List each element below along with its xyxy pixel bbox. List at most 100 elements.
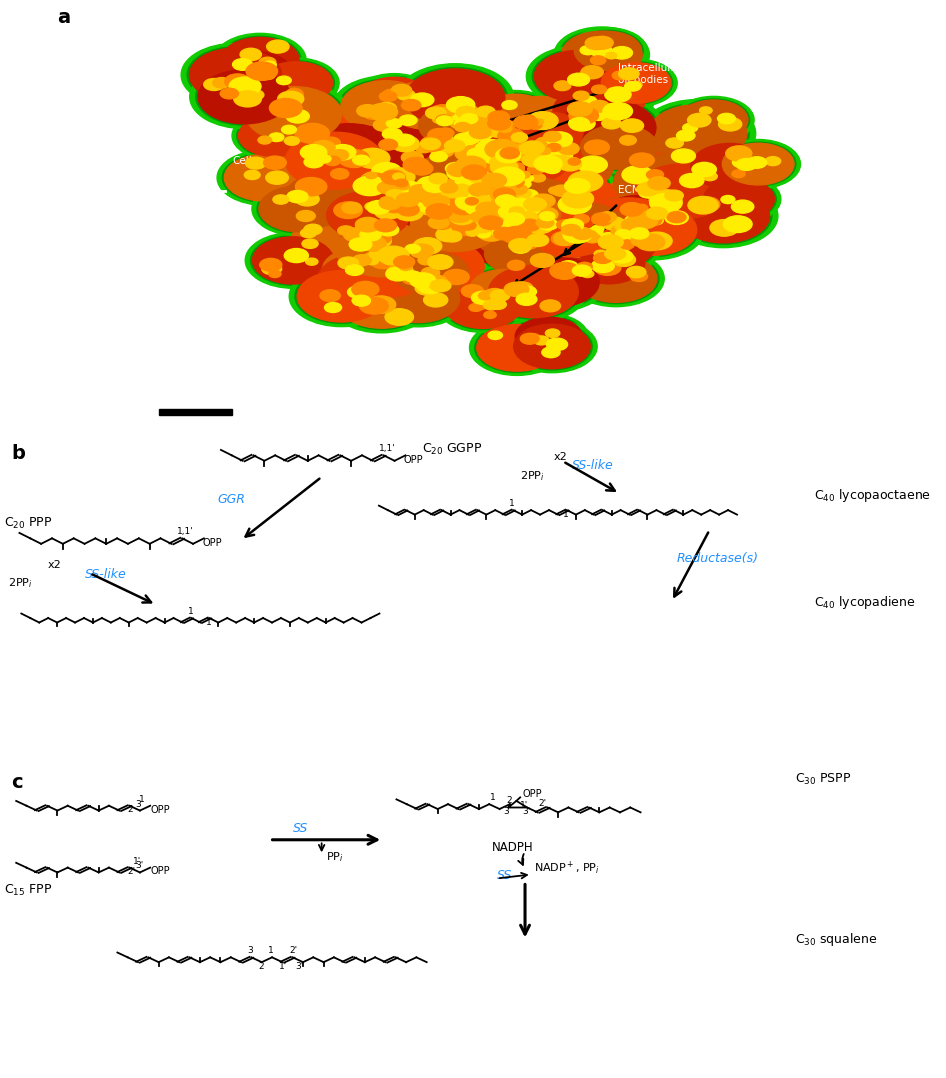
- Circle shape: [568, 171, 603, 192]
- Circle shape: [450, 156, 545, 211]
- Circle shape: [494, 132, 581, 182]
- Circle shape: [493, 167, 563, 208]
- Circle shape: [443, 282, 523, 330]
- Circle shape: [316, 244, 404, 295]
- Circle shape: [192, 64, 278, 113]
- Circle shape: [449, 110, 544, 165]
- Circle shape: [364, 109, 381, 120]
- Circle shape: [297, 271, 385, 322]
- Circle shape: [445, 164, 536, 218]
- Text: 1: 1: [187, 607, 193, 616]
- Circle shape: [486, 189, 510, 203]
- Circle shape: [500, 93, 583, 140]
- Circle shape: [477, 186, 568, 240]
- Text: 1': 1': [133, 857, 141, 866]
- Circle shape: [464, 137, 548, 185]
- Circle shape: [335, 276, 428, 330]
- Text: 2': 2': [289, 946, 297, 955]
- Circle shape: [510, 161, 611, 219]
- Text: x2: x2: [553, 453, 568, 462]
- Circle shape: [490, 174, 559, 213]
- Circle shape: [548, 240, 617, 280]
- Circle shape: [562, 219, 584, 232]
- Circle shape: [452, 190, 481, 207]
- Circle shape: [338, 163, 441, 223]
- Circle shape: [576, 212, 663, 263]
- Circle shape: [547, 68, 648, 127]
- Circle shape: [387, 207, 474, 258]
- Circle shape: [412, 128, 501, 181]
- Circle shape: [393, 126, 464, 168]
- Circle shape: [557, 97, 647, 149]
- Circle shape: [512, 323, 592, 370]
- Circle shape: [588, 169, 707, 238]
- Circle shape: [533, 194, 555, 207]
- Circle shape: [641, 232, 672, 250]
- Circle shape: [553, 86, 639, 136]
- Circle shape: [447, 97, 475, 113]
- Circle shape: [478, 150, 491, 157]
- Circle shape: [501, 147, 526, 162]
- Circle shape: [324, 156, 341, 166]
- Circle shape: [581, 125, 657, 169]
- Circle shape: [392, 136, 419, 152]
- Circle shape: [424, 215, 501, 260]
- Circle shape: [269, 133, 284, 141]
- Circle shape: [510, 204, 525, 212]
- Circle shape: [559, 30, 644, 80]
- Text: 2: 2: [128, 805, 133, 814]
- Circle shape: [212, 52, 294, 99]
- Circle shape: [385, 308, 413, 326]
- Circle shape: [412, 102, 494, 150]
- Circle shape: [450, 210, 475, 224]
- Circle shape: [358, 77, 431, 120]
- Circle shape: [500, 121, 516, 129]
- Circle shape: [301, 122, 394, 176]
- Circle shape: [348, 238, 432, 287]
- Circle shape: [477, 230, 491, 238]
- Circle shape: [447, 154, 548, 212]
- Circle shape: [435, 151, 534, 209]
- Circle shape: [521, 175, 626, 235]
- Circle shape: [370, 253, 391, 265]
- Circle shape: [406, 202, 427, 213]
- Circle shape: [232, 111, 316, 161]
- Circle shape: [473, 197, 497, 211]
- Circle shape: [308, 126, 387, 171]
- Circle shape: [436, 140, 539, 199]
- Circle shape: [437, 140, 546, 204]
- Circle shape: [485, 170, 564, 217]
- Bar: [159, 409, 233, 415]
- Circle shape: [353, 155, 370, 165]
- Circle shape: [437, 152, 533, 207]
- Circle shape: [495, 172, 517, 185]
- Circle shape: [451, 94, 530, 139]
- Circle shape: [330, 150, 349, 161]
- Circle shape: [432, 196, 449, 206]
- Text: 1,1': 1,1': [379, 444, 395, 454]
- Circle shape: [559, 261, 578, 272]
- Circle shape: [491, 160, 576, 209]
- Circle shape: [672, 149, 695, 163]
- Circle shape: [643, 142, 732, 194]
- Circle shape: [403, 157, 429, 172]
- Circle shape: [496, 148, 521, 163]
- Circle shape: [488, 111, 510, 124]
- Text: C$_{30}$ PSPP: C$_{30}$ PSPP: [795, 772, 851, 787]
- Circle shape: [417, 177, 445, 192]
- Circle shape: [439, 136, 453, 143]
- Circle shape: [498, 195, 526, 211]
- Circle shape: [306, 258, 318, 265]
- Circle shape: [378, 77, 477, 134]
- Circle shape: [419, 185, 492, 229]
- Circle shape: [460, 197, 478, 208]
- Circle shape: [190, 65, 299, 128]
- Circle shape: [424, 162, 536, 226]
- Circle shape: [338, 226, 354, 235]
- Circle shape: [573, 243, 645, 284]
- Circle shape: [424, 196, 446, 209]
- Circle shape: [345, 176, 425, 222]
- Circle shape: [439, 108, 453, 115]
- Circle shape: [558, 157, 582, 171]
- Circle shape: [463, 195, 490, 211]
